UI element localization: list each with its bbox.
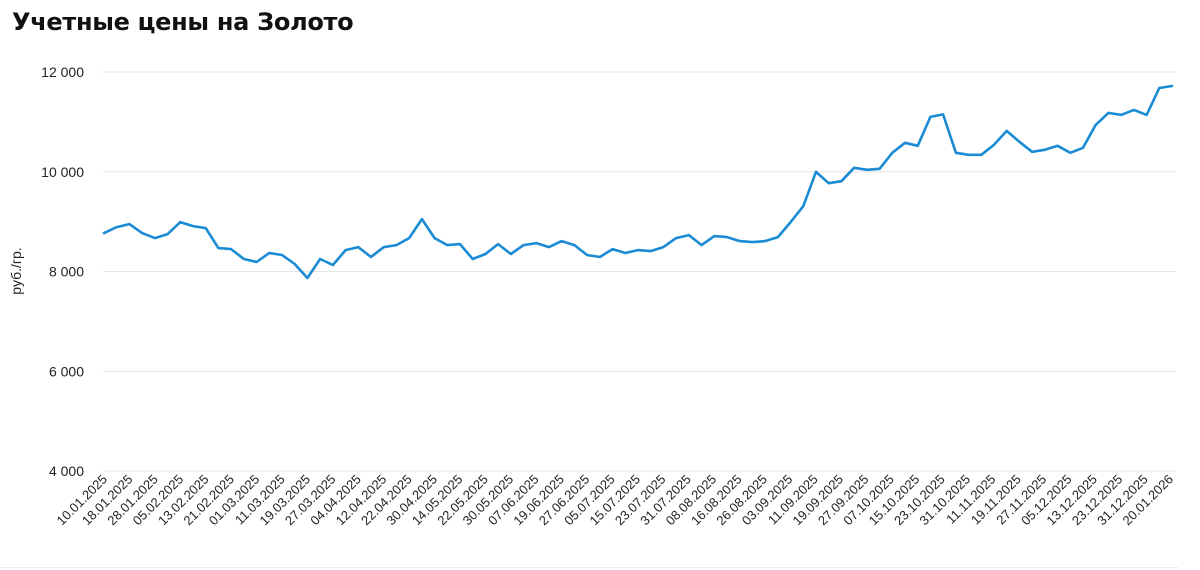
y-axis-ticks: 4 000 6 000 8 000 10 000 12 000 [41,64,84,479]
gridlines [103,71,1176,472]
y-tick-label: 6 000 [49,363,84,379]
y-tick-label: 12 000 [41,64,84,80]
y-tick-label: 10 000 [41,164,84,180]
x-axis-ticks: 10.01.202518.01.202528.01.202505.02.2025… [53,472,1176,529]
series-line [102,84,1174,280]
chart-title: Учетные цены на Золото [12,8,354,36]
y-axis-label: руб./гр. [8,247,24,294]
y-tick-label: 4 000 [49,463,84,479]
y-tick-label: 8 000 [49,264,84,280]
bottom-divider [0,567,1178,568]
